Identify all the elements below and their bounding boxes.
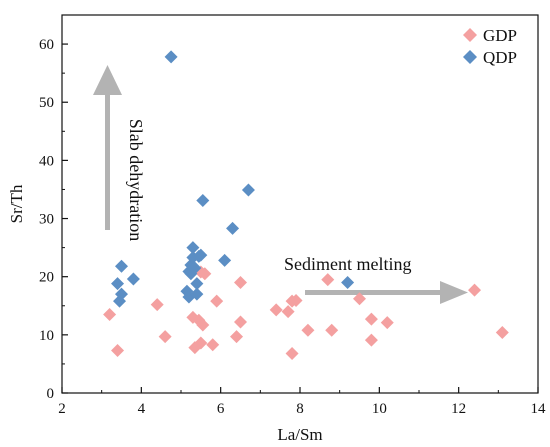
qdp-point — [111, 277, 125, 291]
gdp-point — [234, 276, 247, 290]
sediment-melting-label: Sediment melting — [284, 254, 412, 274]
qdp-point — [226, 221, 240, 235]
sediment-melting-arrow — [305, 281, 468, 304]
slab-dehydration-arrow — [93, 65, 122, 230]
gdp-point — [289, 294, 303, 308]
x-tick-label: 6 — [217, 401, 225, 417]
qdp-point — [341, 276, 355, 290]
gdp-point — [325, 323, 339, 337]
gdp-point — [158, 330, 172, 344]
slab-dehydration-label: Slab dehydration — [126, 119, 146, 241]
gdp-point — [196, 318, 210, 332]
gdp-point — [111, 344, 125, 358]
gdp-legend-marker — [463, 28, 477, 42]
gdp-point — [364, 333, 378, 347]
y-axis-label: Sr/Th — [7, 184, 26, 223]
y-tick-label: 50 — [39, 95, 54, 111]
gdp-point — [468, 283, 482, 297]
axes: 2 4 6 8 10 12 14 0 10 20 30 40 50 60 La/Sm Sr/Th — [7, 14, 547, 444]
gdp-point — [210, 294, 224, 308]
qdp-legend-label: QDP — [483, 48, 517, 67]
gdp-point — [103, 307, 117, 321]
qdp-point — [186, 241, 200, 255]
gdp-point — [234, 315, 247, 329]
gdp-point — [150, 298, 164, 312]
gdp-point — [321, 273, 335, 287]
qdp-legend-marker — [463, 50, 477, 64]
legend: GDP QDP — [463, 26, 517, 67]
qdp-point — [196, 194, 210, 208]
qdp-point — [164, 50, 178, 64]
x-axis-label: La/Sm — [277, 425, 322, 444]
y-tick-label: 40 — [39, 153, 54, 169]
annotations-layer: Slab dehydration Sediment melting — [93, 65, 468, 304]
gdp-point — [269, 303, 283, 317]
gdp-point — [495, 326, 509, 340]
x-tick-label: 2 — [58, 401, 66, 417]
qdp-point — [126, 272, 140, 286]
x-tick-label: 14 — [531, 401, 547, 417]
x-tick-label: 12 — [451, 401, 466, 417]
y-tick-label: 60 — [39, 37, 54, 53]
gdp-point — [194, 336, 208, 350]
qdp-point — [241, 183, 255, 197]
gdp-point — [281, 305, 295, 319]
qdp-point — [218, 253, 232, 267]
qdp-point — [188, 261, 202, 275]
qdp-point — [190, 287, 204, 301]
gdp-point — [353, 292, 366, 306]
data-points — [103, 50, 509, 360]
y-tick-label: 0 — [47, 386, 55, 402]
gdp-point — [285, 346, 299, 360]
y-tick-label: 10 — [39, 328, 54, 344]
qdp-point — [194, 248, 208, 262]
qdp-point — [115, 259, 128, 273]
x-tick-label: 4 — [138, 401, 146, 417]
x-tick-label: 8 — [296, 401, 304, 417]
gdp-point — [206, 338, 220, 352]
y-tick-label: 20 — [39, 270, 54, 286]
gdp-point — [364, 312, 378, 326]
gdp-point — [301, 323, 315, 337]
y-tick-label: 30 — [39, 212, 54, 228]
qdp-point — [190, 277, 204, 291]
gdp-point — [380, 316, 394, 330]
x-tick-label: 10 — [372, 401, 387, 417]
gdp-point — [230, 330, 244, 344]
gdp-legend-label: GDP — [483, 26, 517, 45]
gdp-point — [198, 267, 212, 281]
qdp-point — [115, 287, 128, 301]
